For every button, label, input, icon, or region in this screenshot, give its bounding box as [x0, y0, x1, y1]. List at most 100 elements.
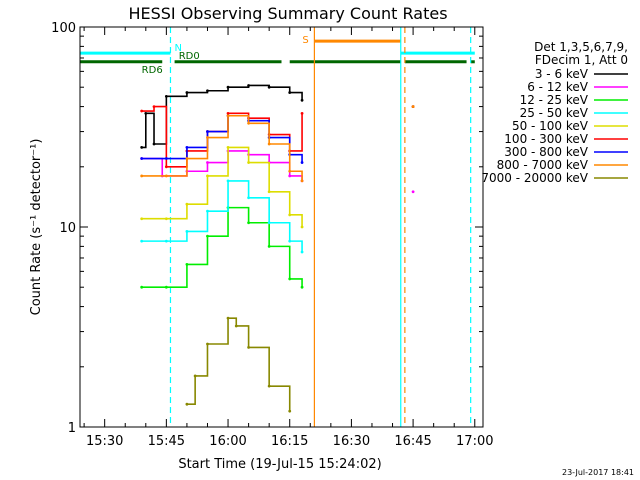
- data-point: [288, 409, 292, 413]
- legend-label-6: 300 - 800 keV: [504, 145, 588, 159]
- data-point: [288, 277, 292, 281]
- data-point: [140, 239, 144, 243]
- data-point: [267, 384, 271, 388]
- data-point: [185, 402, 189, 406]
- flag-bars: N S RD6 RD0: [80, 35, 475, 76]
- data-point: [226, 111, 230, 115]
- data-point: [247, 84, 251, 87]
- series-8: [185, 316, 292, 413]
- data-point: [267, 244, 271, 248]
- data-point: [288, 91, 292, 94]
- series-line-8: [186, 317, 291, 412]
- legend-header-line-2: FDecim 1, Att 0: [535, 53, 628, 67]
- data-point: [152, 142, 156, 146]
- flag-label-n: N: [174, 43, 181, 54]
- data-point: [164, 165, 168, 169]
- data-point: [300, 285, 304, 289]
- data-point: [140, 217, 144, 221]
- x-axis-ticks: 15:30 15:45 16:00 16:15 16:30 16:45 17:00: [83, 27, 494, 449]
- legend-header-line-1: Det 1,3,5,6,7,9,: [534, 40, 628, 54]
- x-tick-label: 15:30: [86, 434, 123, 449]
- legend-label-0: 3 - 6 keV: [535, 67, 589, 81]
- y-axis-ticks: 1 10 100: [51, 21, 483, 436]
- data-point: [185, 263, 189, 266]
- data-point: [226, 146, 230, 149]
- data-point: [288, 213, 292, 217]
- flag-label-rd6: RD6: [142, 65, 163, 76]
- series-6: [140, 114, 304, 164]
- data-point: [185, 91, 189, 94]
- data-point: [206, 174, 209, 178]
- x-tick-label: 17:00: [456, 434, 493, 449]
- legend-label-4: 50 - 100 keV: [512, 119, 589, 133]
- data-point: [267, 221, 271, 225]
- chart-title: HESSI Observing Summary Count Rates: [128, 4, 447, 23]
- data-point: [267, 85, 271, 89]
- data-point: [185, 230, 189, 233]
- x-tick-label: 16:15: [271, 434, 308, 449]
- legend: Det 1,3,5,6,7,9, FDecim 1, Att 0 3 - 6 k…: [481, 40, 628, 185]
- series-line-1: [142, 151, 413, 192]
- data-point: [185, 157, 189, 160]
- legend-label-7: 800 - 7000 keV: [497, 158, 589, 172]
- series-group: [140, 84, 415, 413]
- data-point: [164, 94, 168, 98]
- y-tick-label: 1: [68, 421, 76, 436]
- x-tick-label: 16:30: [333, 434, 370, 449]
- data-point: [185, 146, 189, 149]
- data-point: [206, 234, 209, 238]
- data-point: [234, 324, 238, 328]
- data-point: [164, 217, 168, 221]
- series-3: [140, 179, 304, 254]
- data-point: [152, 105, 156, 108]
- series-7: [140, 105, 414, 182]
- data-point: [300, 161, 304, 164]
- data-point: [247, 346, 251, 349]
- series-line-2: [141, 206, 303, 289]
- legend-label-2: 12 - 25 keV: [520, 93, 589, 107]
- series-0: [140, 84, 414, 149]
- data-point: [164, 174, 168, 178]
- series-line-7: [142, 107, 413, 181]
- x-tick-label: 16:00: [209, 434, 246, 449]
- data-point: [300, 225, 304, 229]
- x-tick-label: 16:45: [394, 434, 431, 449]
- data-point: [411, 190, 415, 194]
- legend-label-8: 7000 - 20000 keV: [481, 171, 588, 185]
- data-point: [247, 121, 251, 125]
- generation-timestamp: 23-Jul-2017 18:41: [562, 468, 634, 477]
- data-point: [226, 179, 230, 183]
- data-point: [185, 202, 189, 206]
- data-point: [193, 374, 197, 378]
- data-point: [206, 130, 209, 133]
- event-markers: [169, 27, 472, 427]
- flag-label-s: S: [302, 35, 308, 46]
- data-point: [288, 239, 292, 243]
- data-point: [206, 136, 209, 139]
- data-point: [300, 250, 304, 254]
- data-point: [226, 316, 230, 320]
- data-point: [140, 157, 144, 160]
- data-point: [140, 174, 144, 178]
- y-tick-label: 100: [51, 21, 76, 36]
- data-point: [411, 105, 415, 108]
- data-point: [300, 179, 304, 183]
- data-point: [226, 114, 230, 118]
- flag-label-rd0: RD0: [179, 51, 200, 62]
- data-point: [164, 239, 168, 243]
- data-point: [140, 109, 144, 113]
- data-point: [288, 169, 292, 173]
- data-point: [206, 209, 209, 213]
- data-point: [206, 342, 209, 346]
- data-point: [140, 285, 144, 289]
- data-point: [206, 89, 209, 93]
- legend-label-3: 25 - 50 keV: [520, 106, 589, 120]
- data-point: [267, 190, 271, 194]
- data-point: [247, 161, 251, 164]
- legend-label-5: 100 - 300 keV: [504, 132, 588, 146]
- data-point: [164, 157, 168, 160]
- data-point: [300, 111, 304, 115]
- data-point: [206, 161, 209, 164]
- legend-label-1: 6 - 12 keV: [527, 80, 589, 94]
